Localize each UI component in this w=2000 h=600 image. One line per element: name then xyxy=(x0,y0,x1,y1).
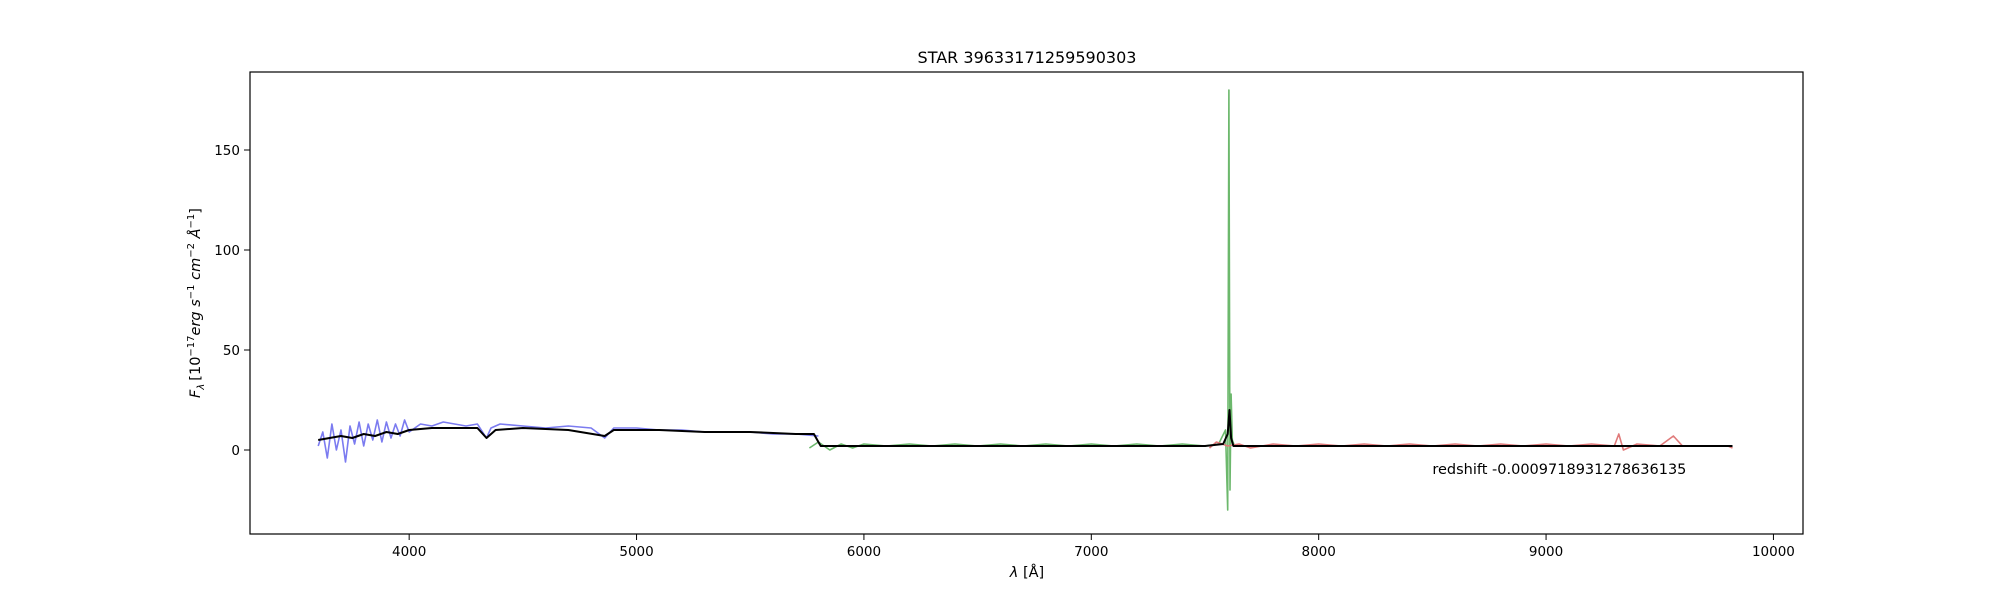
x-tick-label: 7000 xyxy=(1074,544,1108,560)
x-tick-label: 8000 xyxy=(1302,544,1336,560)
x-tick-label: 10000 xyxy=(1752,544,1795,560)
y-tick-label: 50 xyxy=(223,343,240,359)
x-tick-label: 5000 xyxy=(619,544,653,560)
x-tick-label: 4000 xyxy=(392,544,426,560)
y-tick-label: 100 xyxy=(214,243,240,259)
series-layer xyxy=(317,89,1733,511)
y-tick-label: 150 xyxy=(214,143,240,159)
plot-frame xyxy=(249,71,1804,535)
redshift-annotation: redshift -0.0009718931278636135 xyxy=(1432,462,1686,478)
x-tick-label: 6000 xyxy=(847,544,881,560)
chart-title: STAR 39633171259590303 xyxy=(918,48,1137,67)
y-tick-label: 0 xyxy=(231,443,240,459)
x-axis-label: λ [Å] xyxy=(1009,564,1044,581)
y-axis-ticks: 0 50 100 150 xyxy=(214,143,250,459)
y-axis-label: Fλ[10−17erg s−1 cm−2 Å−1] xyxy=(186,208,207,398)
series-line-model xyxy=(318,409,1733,447)
x-tick-label: 9000 xyxy=(1529,544,1563,560)
plot-area xyxy=(317,89,1733,511)
x-axis-ticks: 4000 5000 6000 7000 8000 9000 10000 xyxy=(392,534,1795,560)
